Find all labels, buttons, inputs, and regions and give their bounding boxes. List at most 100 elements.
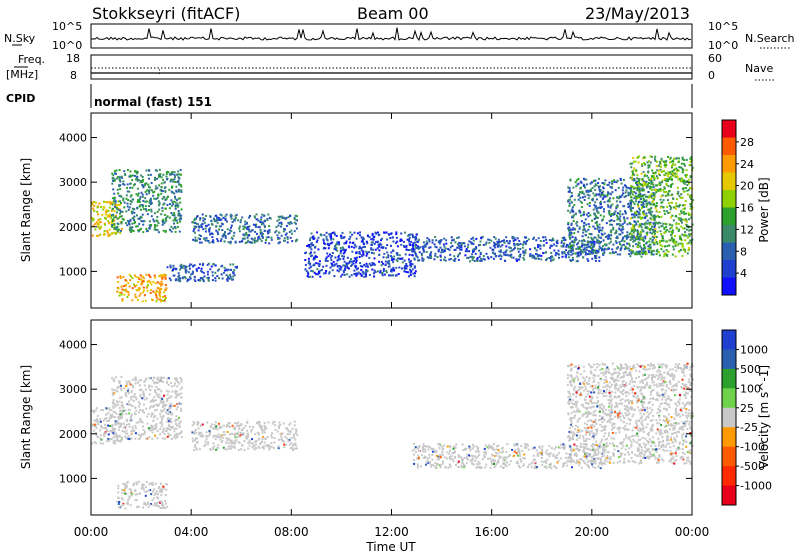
echo-cell [138,405,140,408]
echo-cell [154,276,157,279]
echo-cell [443,245,446,248]
echo-cell [207,441,210,444]
echo-cell [155,425,158,428]
echo-cell [634,229,637,232]
echo-cell [315,262,318,265]
echo-cell [241,237,244,240]
echo-cell [205,431,208,434]
echo-cell [627,187,630,189]
echo-cell [479,253,482,256]
echo-cell [173,174,176,177]
echo-cell [149,203,152,206]
echo-cell [253,237,256,240]
echo-cell [571,247,574,250]
echo-cell [158,379,161,381]
echo-cell [655,165,658,168]
echo-cell [683,164,686,167]
echo-cell [675,176,678,179]
echo-cell [142,488,145,491]
echo-cell [686,189,689,192]
echo-cell [160,390,163,393]
echo-cell [631,207,634,209]
echo-cell [228,232,231,235]
echo-cell [423,245,426,248]
echo-cell [262,222,265,225]
echo-cell [442,258,445,261]
echo-cell [112,432,115,435]
echo-cell [570,200,573,203]
echo-cell [133,393,136,396]
echo-cell [176,424,178,427]
echo-cell [219,213,222,216]
echo-cell [466,250,469,253]
echo-cell [519,253,522,256]
echo-cell [191,221,194,223]
echo-cell [633,197,636,200]
echo-cell [160,300,162,303]
echo-cell [220,273,223,276]
echo-cell [266,436,269,438]
echo-cell [159,274,162,277]
echo-cell [139,181,142,184]
echo-cell [113,178,116,181]
echo-cell [159,282,161,285]
echo-cell [214,421,217,424]
echo-cell [260,427,263,430]
echo-cell [133,274,136,277]
echo-cell [575,222,578,225]
echo-cell [138,384,141,387]
echo-cell [561,255,564,258]
echo-cell [134,293,137,296]
echo-cell [131,385,134,388]
echo-cell [365,254,368,257]
echo-cell [605,195,608,198]
echo-cell [93,209,96,212]
echo-cell [562,245,565,248]
echo-cell [284,233,287,236]
echo-cell [174,434,177,436]
echo-cell [134,432,137,435]
echo-cell [219,425,222,428]
echo-cell [165,172,168,175]
echo-cell [576,221,579,223]
echo-cell [475,445,478,448]
echo-cell [364,273,367,276]
echo-cell [239,221,242,224]
echo-cell [118,184,121,187]
echo-cell [576,224,579,227]
echo-cell [209,449,212,451]
echo-cell [170,199,173,202]
echo-cell [110,220,113,223]
echo-cell [112,415,115,418]
echo-cell [408,240,411,243]
echo-cell [649,217,652,220]
echo-cell [200,269,203,272]
echo-cell [145,169,148,172]
echo-cell [413,258,416,261]
echo-cell [180,263,183,266]
echo-cell [626,234,629,237]
echo-cell [590,237,593,240]
echo-cell [643,193,646,196]
echo-cell [478,255,481,258]
echo-cell [594,259,597,262]
echo-cell [655,202,658,205]
echo-cell [689,239,692,242]
echo-cell [648,185,651,188]
echo-cell [616,253,619,256]
nave-top-tick: 60 [708,52,722,65]
echo-cell [131,395,134,398]
echo-cell [120,175,123,178]
echo-cell [305,251,307,254]
echo-cell [118,176,121,179]
echo-cell [353,260,355,262]
echo-cell [652,174,655,177]
echo-cell [179,201,182,204]
echo-cell [568,189,571,192]
echo-cell [493,461,496,464]
echo-cell [148,190,151,193]
echo-cell [157,222,160,225]
echo-cell [385,271,388,274]
echo-cell [138,437,141,440]
echo-cell [313,256,316,259]
